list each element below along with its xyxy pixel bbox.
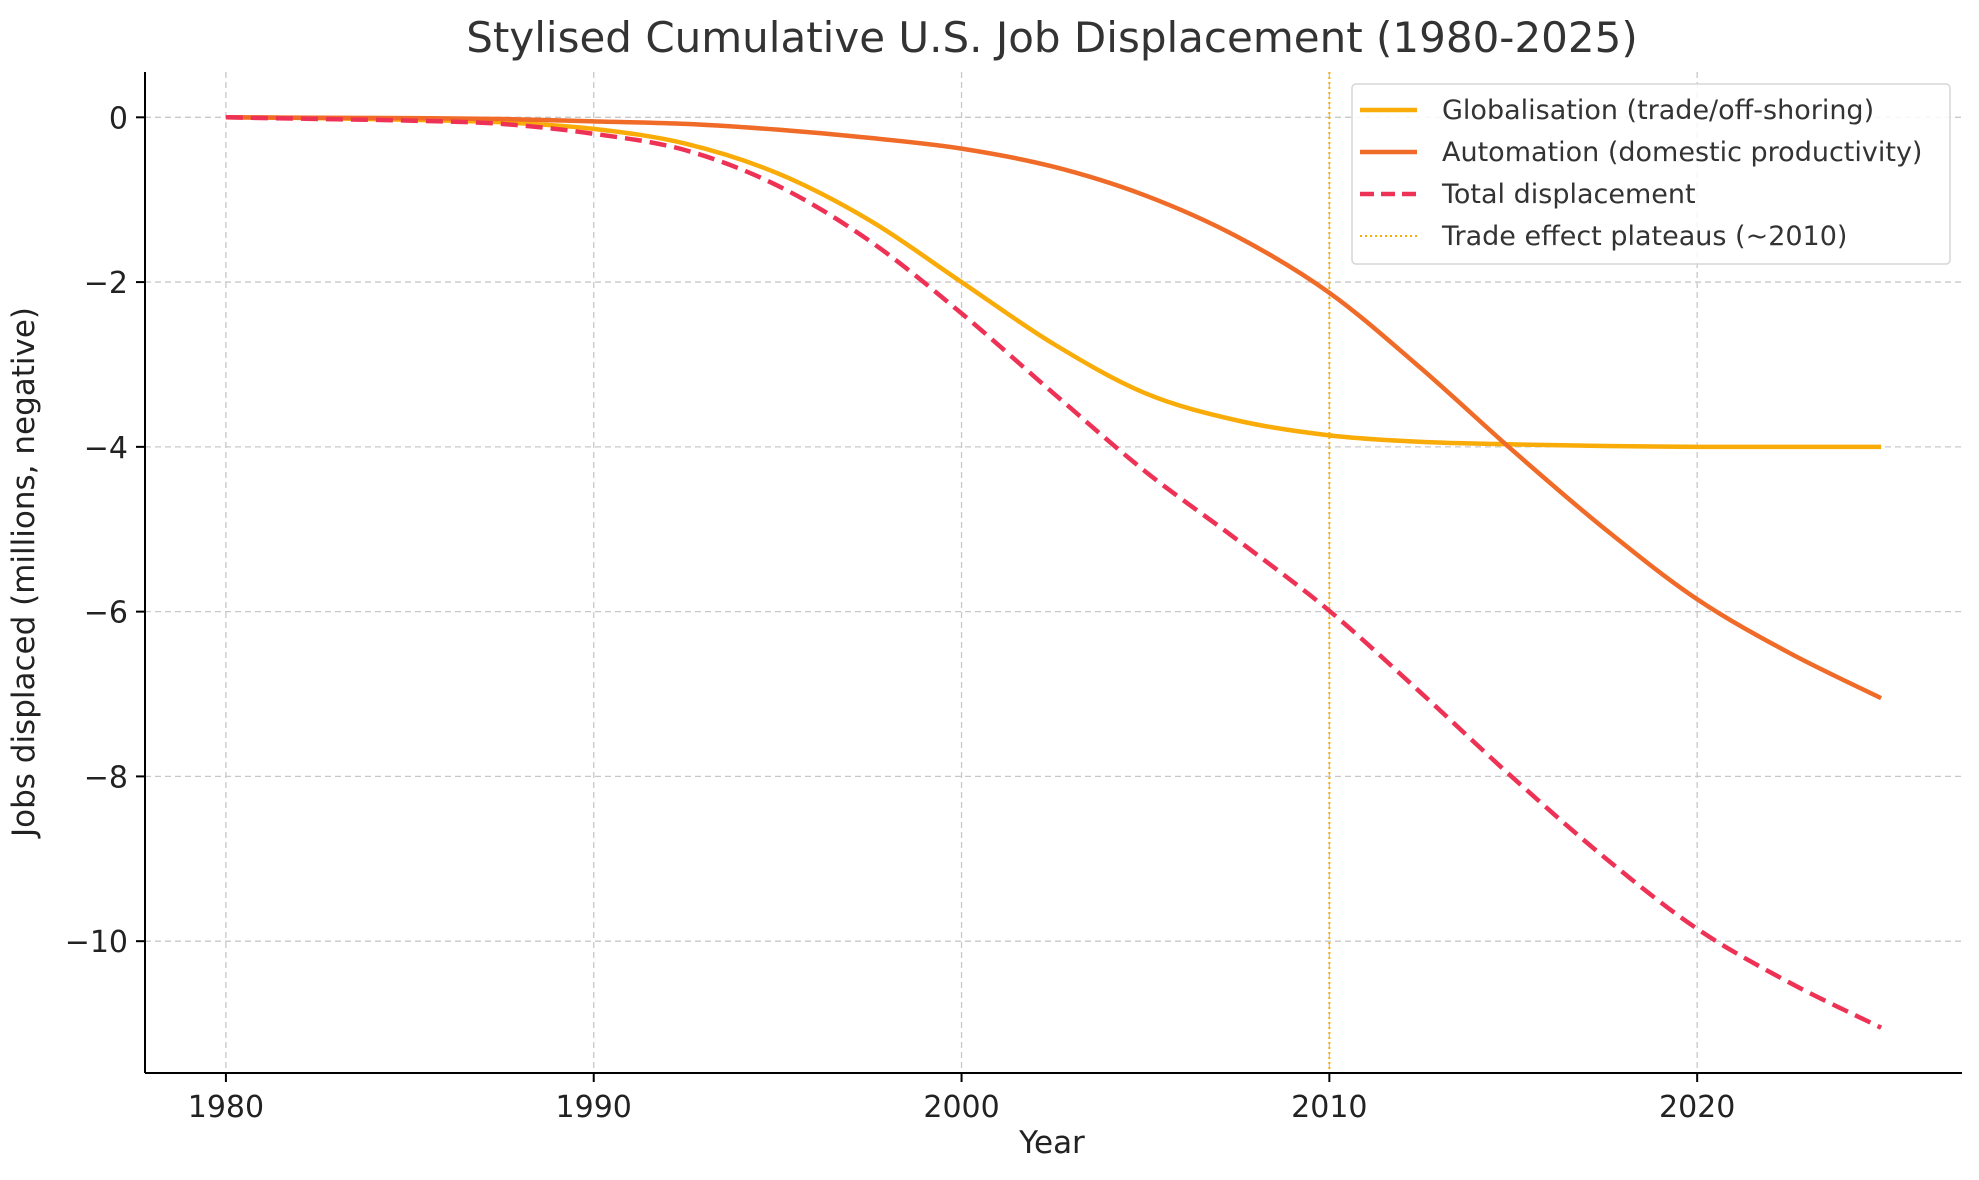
legend-box <box>1351 83 1951 265</box>
y-tick-label: −8 <box>84 760 128 795</box>
legend: Globalisation (trade/off-shoring) Automat… <box>1351 83 1951 265</box>
ticks-layer: 1980 1990 2000 2010 2020 0 −2 −4 −6 −8 −10 <box>65 101 1736 1125</box>
y-tick-label: −2 <box>84 266 128 301</box>
y-tick-label: −6 <box>84 596 128 631</box>
y-tick-label: −4 <box>84 431 128 466</box>
legend-label: Total displacement <box>1441 179 1696 210</box>
x-tick-label: 1980 <box>188 1090 264 1125</box>
axes-layer <box>144 72 1962 1074</box>
chart-title: Stylised Cumulative U.S. Job Displacemen… <box>466 13 1637 62</box>
legend-label: Automation (domestic productivity) <box>1442 137 1922 168</box>
legend-label: Trade effect plateaus (~2010) <box>1441 221 1847 252</box>
y-tick-label: 0 <box>109 101 128 136</box>
x-tick-label: 1990 <box>556 1090 632 1125</box>
x-tick-label: 2010 <box>1291 1090 1367 1125</box>
y-tick-label: −10 <box>65 925 128 960</box>
legend-label: Globalisation (trade/off-shoring) <box>1442 95 1874 126</box>
series-line-total <box>225 115 1883 1030</box>
series-layer <box>225 115 1883 1030</box>
x-tick-label: 2000 <box>923 1090 999 1125</box>
x-axis-label: Year <box>1018 1125 1085 1161</box>
series-line-automation <box>225 115 1883 701</box>
y-axis-label: Jobs displaced (millions, negative) <box>6 307 42 839</box>
x-tick-label: 2020 <box>1659 1090 1735 1125</box>
legend-entries: Globalisation (trade/off-shoring) Automat… <box>1360 95 1922 252</box>
